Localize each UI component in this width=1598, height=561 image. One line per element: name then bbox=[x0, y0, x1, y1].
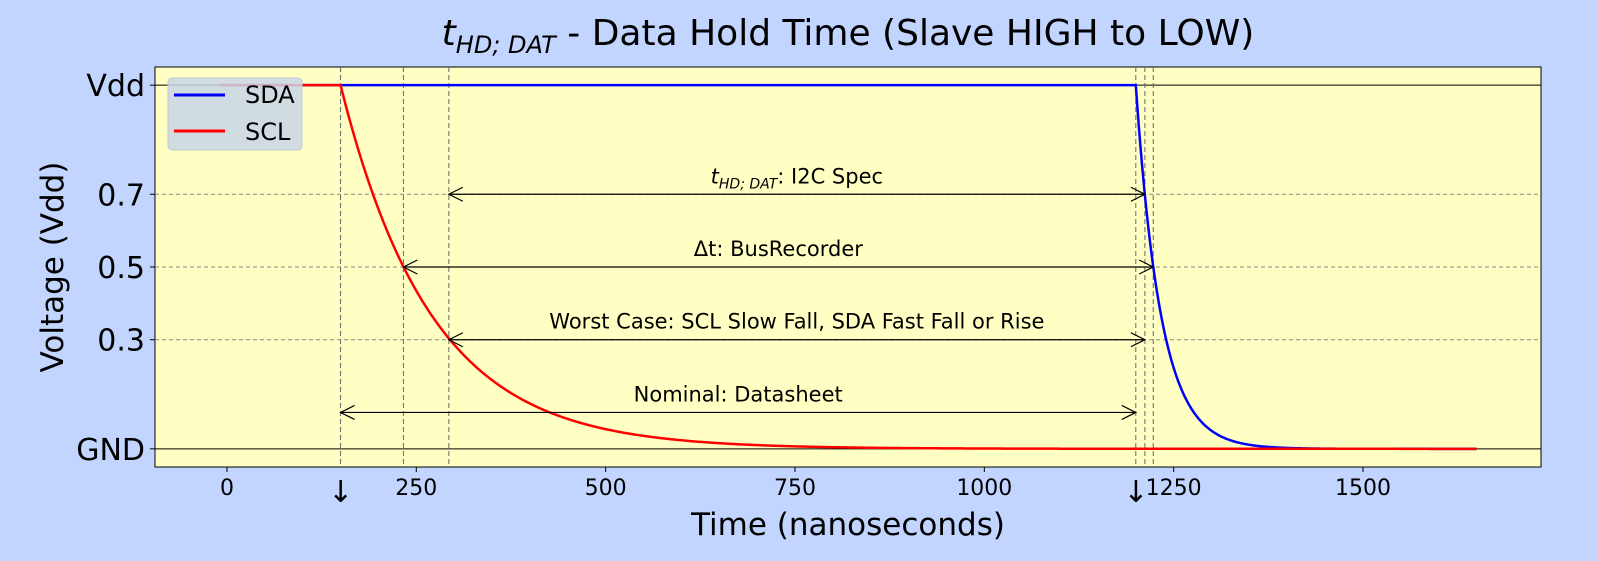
annotation-arrowhead-right bbox=[1130, 332, 1147, 348]
title-text: - Data Hold Time (Slave HIGH to LOW) bbox=[556, 13, 1255, 54]
annotation-arrowhead-right bbox=[1130, 186, 1147, 202]
series-line-sda bbox=[219, 83, 1477, 451]
x-axis-ticks: 0 250 500 750 1000 1250 1500 ↓ ↓ bbox=[220, 467, 1391, 510]
y-tick-label-0-7: 0.7 bbox=[97, 178, 145, 213]
annotation-3: Nominal: Datasheet bbox=[339, 382, 1138, 420]
annotation-0: tHD; DAT: I2C Spec bbox=[447, 164, 1147, 202]
x-axis-label: Time (nanoseconds) bbox=[690, 507, 1005, 543]
annotation-arrowhead-left bbox=[339, 404, 355, 420]
y-tick-label-0-5: 0.5 bbox=[97, 251, 145, 286]
annotation-arrowhead-right bbox=[1138, 259, 1155, 275]
series-lines bbox=[219, 83, 1477, 451]
x-tick-label-250: 250 bbox=[395, 476, 437, 501]
annotation-1: Δt: BusRecorder bbox=[402, 237, 1155, 275]
legend-label-scl: SCL bbox=[245, 118, 291, 146]
x-tick-label-1500: 1500 bbox=[1335, 476, 1391, 501]
annotation-label-1: Δt: BusRecorder bbox=[694, 237, 863, 261]
y-tick-label-0-3: 0.3 bbox=[97, 324, 145, 359]
chart-title: tHD; DAT - Data Hold Time (Slave HIGH to… bbox=[442, 13, 1255, 59]
annotation-arrowhead-right bbox=[1121, 404, 1138, 420]
y-tick-label-vdd: Vdd bbox=[86, 69, 145, 104]
title-subscript: HD; DAT bbox=[456, 31, 558, 59]
series-line-scl bbox=[219, 83, 1477, 451]
annotation-label-3: Nominal: Datasheet bbox=[634, 382, 843, 406]
title-symbol: t bbox=[442, 13, 458, 54]
annotation-2: Worst Case: SCL Slow Fall, SDA Fast Fall… bbox=[447, 310, 1147, 348]
annotation-arrowhead-left bbox=[447, 332, 464, 348]
annotation-label-0: tHD; DAT: I2C Spec bbox=[711, 164, 883, 192]
legend-label-sda: SDA bbox=[245, 81, 295, 109]
y-axis-ticks: Vdd 0.7 0.5 0.3 GND bbox=[76, 69, 155, 468]
y-tick-label-gnd: GND bbox=[76, 433, 145, 468]
legend: SDA SCL bbox=[167, 77, 303, 151]
x-marker-arrow-150: ↓ bbox=[328, 475, 353, 510]
annotation-arrowhead-left bbox=[402, 259, 418, 275]
x-tick-label-1000: 1000 bbox=[956, 476, 1012, 501]
y-axis-label: Voltage (Vdd) bbox=[35, 162, 71, 373]
x-tick-label-0: 0 bbox=[220, 476, 234, 501]
x-tick-label-1250: 1250 bbox=[1146, 476, 1202, 501]
annotation-arrowhead-left bbox=[447, 186, 464, 202]
x-tick-label-750: 750 bbox=[774, 476, 816, 501]
annotations: tHD; DAT: I2C Spec Δt: BusRecorder Worst C… bbox=[339, 164, 1155, 420]
annotation-label-2: Worst Case: SCL Slow Fall, SDA Fast Fall… bbox=[549, 310, 1044, 334]
x-tick-label-500: 500 bbox=[585, 476, 627, 501]
x-marker-arrow-1200: ↓ bbox=[1123, 475, 1148, 510]
